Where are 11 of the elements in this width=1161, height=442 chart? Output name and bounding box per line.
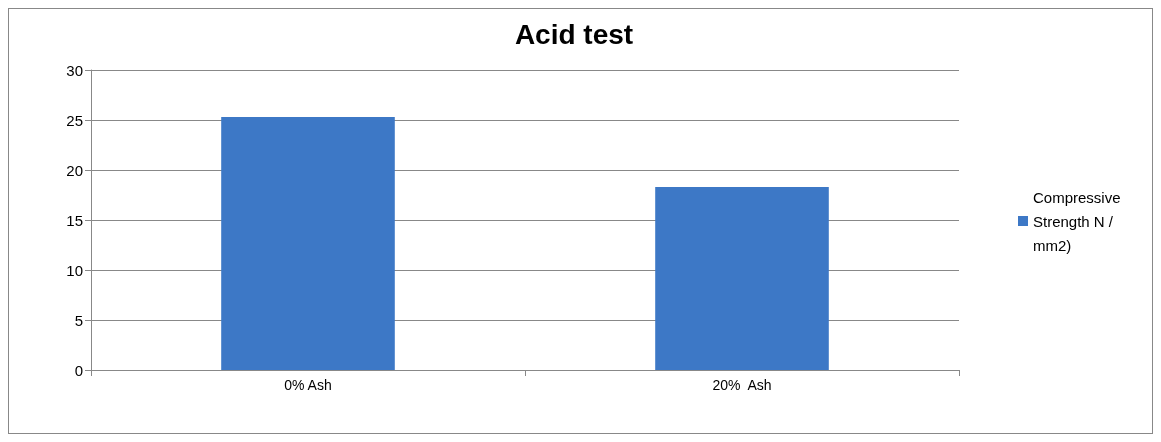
x-tick-label: 20% Ash: [712, 377, 772, 393]
x-tick-label: 0% Ash: [284, 377, 332, 393]
y-tick-label: 15: [66, 211, 83, 229]
y-tick-label: 0: [74, 361, 83, 379]
legend-label: Compressive Strength N /mm2): [1033, 188, 1125, 254]
chart-title: Acid test: [514, 18, 634, 50]
y-tick-label: 5: [74, 311, 83, 329]
y-tick-label: 30: [66, 61, 83, 79]
y-tick-label: 20: [66, 161, 83, 179]
y-tick-label: 10: [66, 261, 83, 279]
y-tick-label: 25: [66, 111, 83, 129]
